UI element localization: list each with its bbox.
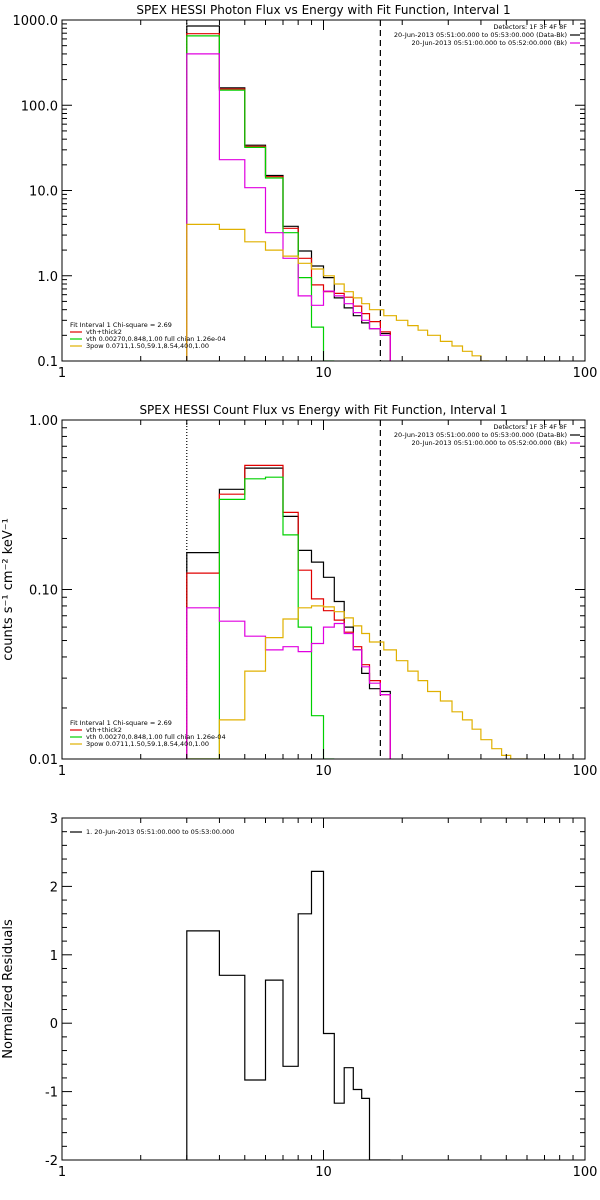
legend-item: vth+thick2 bbox=[86, 726, 122, 734]
photon-flux-panel: SPEX HESSI Photon Flux vs Energy with Fi… bbox=[13, 3, 598, 381]
x-tick-label: 10 bbox=[315, 366, 332, 381]
chart-title: SPEX HESSI Count Flux vs Energy with Fit… bbox=[139, 403, 507, 417]
legend-item: 1. 20-Jun-2013 05:51:00.000 to 05:53:00.… bbox=[86, 828, 234, 836]
x-tick-label: 10 bbox=[315, 764, 332, 779]
y-tick-label: 10.0 bbox=[29, 185, 58, 200]
y-tick-label: 3 bbox=[50, 812, 58, 827]
series-group bbox=[186, 870, 391, 1160]
y-tick-label: 0.10 bbox=[29, 584, 58, 599]
y-tick-label: -1 bbox=[45, 1086, 58, 1101]
legend-item: 3pow 0.0711,1.50,59.1,8.54,400,1.00 bbox=[86, 740, 209, 748]
info-line: Detectors: 1F 3F 4F 8F bbox=[493, 423, 567, 431]
series-line-residuals bbox=[186, 870, 391, 1160]
plot-frame bbox=[61, 19, 586, 362]
y-tick-label: 1 bbox=[50, 949, 58, 964]
x-tick-label: 10 bbox=[315, 1165, 332, 1180]
x-tick-label: 100 bbox=[573, 1165, 598, 1180]
y-axis-label: Normalized Residuals bbox=[1, 919, 16, 1059]
legend-item: vth 0.00270,0.848,1.00 full chian 1.26e-… bbox=[86, 335, 226, 343]
chart-title: SPEX HESSI Photon Flux vs Energy with Fi… bbox=[136, 3, 510, 17]
series-line-data-bk bbox=[186, 25, 391, 361]
legend-item: Fit Interval 1 Chi-square = 2.69 bbox=[70, 719, 172, 727]
x-tick-label: 100 bbox=[573, 366, 598, 381]
x-tick-label: 100 bbox=[573, 764, 598, 779]
plot-frame bbox=[61, 419, 586, 760]
legend-item: vth 0.00270,0.848,1.00 full chian 1.26e-… bbox=[86, 733, 226, 741]
series-line-vth-thick2 bbox=[186, 33, 391, 361]
legend-item: 3pow 0.0711,1.50,59.1,8.54,400,1.00 bbox=[86, 342, 209, 350]
y-tick-label: 0 bbox=[50, 1017, 58, 1032]
info-line: 20-Jun-2013 05:51:00.000 to 05:53:00.000… bbox=[394, 31, 567, 39]
y-tick-label: 100.0 bbox=[21, 99, 58, 114]
legend-item: Fit Interval 1 Chi-square = 2.69 bbox=[70, 321, 172, 329]
y-tick-label: 1000.0 bbox=[13, 14, 59, 29]
series-line-vth bbox=[186, 476, 335, 759]
y-tick-label: 0.1 bbox=[37, 355, 58, 370]
series-line-3pow bbox=[186, 605, 527, 759]
series-group bbox=[186, 464, 527, 759]
y-tick-label: -2 bbox=[45, 1154, 58, 1169]
y-axis-label: counts s⁻¹ cm⁻² keV⁻¹ bbox=[1, 518, 16, 661]
info-line: 20-Jun-2013 05:51:00.000 to 05:53:00.000… bbox=[394, 431, 567, 439]
y-tick-label: 2 bbox=[50, 880, 58, 895]
series-line-thick2 bbox=[186, 607, 391, 759]
x-tick-label: 1 bbox=[58, 764, 66, 779]
info-line: 20-Jun-2013 05:51:00.000 to 05:52:00.000… bbox=[412, 39, 567, 47]
x-tick-label: 1 bbox=[58, 1165, 66, 1180]
series-line-vth-thick2 bbox=[186, 464, 391, 759]
count-flux-panel: SPEX HESSI Count Flux vs Energy with Fit… bbox=[1, 403, 597, 779]
series-line-data-bk bbox=[186, 467, 391, 759]
series-line-vth bbox=[186, 35, 335, 361]
series-line-3pow bbox=[186, 223, 490, 361]
series-line-thick2 bbox=[186, 53, 391, 361]
y-tick-label: 0.01 bbox=[29, 753, 58, 768]
y-tick-label: 1.0 bbox=[37, 270, 58, 285]
y-tick-label: 1.00 bbox=[29, 414, 58, 429]
x-tick-label: 1 bbox=[58, 366, 66, 381]
info-line: 20-Jun-2013 05:51:00.000 to 05:52:00.000… bbox=[412, 439, 567, 447]
info-line: Detectors: 1F 3F 4F 8F bbox=[493, 23, 567, 31]
legend-item: vth+thick2 bbox=[86, 328, 122, 336]
series-group bbox=[186, 25, 490, 361]
